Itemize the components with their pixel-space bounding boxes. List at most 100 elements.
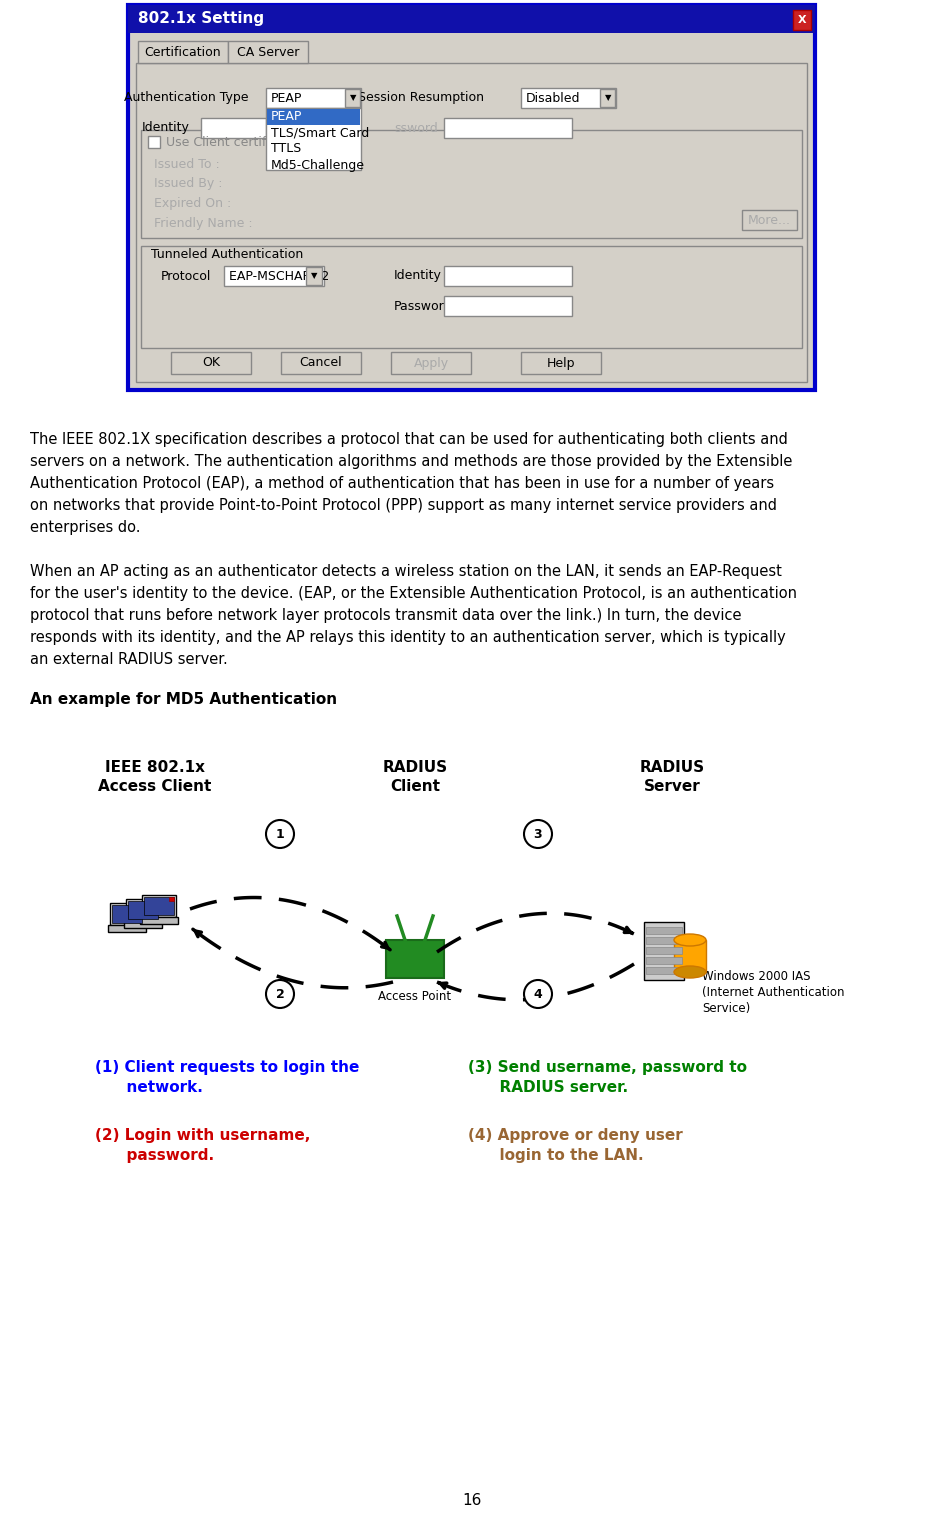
Text: Disabled: Disabled	[526, 92, 581, 104]
Bar	[646, 957, 682, 964]
Text: Apply: Apply	[413, 357, 448, 369]
Bar	[444, 296, 572, 316]
Bar	[345, 89, 360, 107]
Bar	[600, 89, 615, 107]
Text: IEEE 802.1x
Access Client: IEEE 802.1x Access Client	[98, 760, 211, 794]
Bar	[137, 905, 142, 909]
Bar	[793, 11, 811, 31]
Text: Identity: Identity	[142, 122, 190, 134]
Bar	[228, 41, 308, 63]
Text: Tunneled Authentication: Tunneled Authentication	[151, 247, 303, 261]
Text: 802.1x Setting: 802.1x Setting	[138, 12, 264, 26]
Text: TTLS: TTLS	[271, 142, 301, 156]
Bar	[108, 925, 146, 932]
Text: RADIUS
Server: RADIUS Server	[639, 760, 704, 794]
Text: An example for MD5 Authentication: An example for MD5 Authentication	[30, 691, 337, 707]
Bar	[306, 267, 322, 285]
Bar	[266, 89, 361, 108]
Bar	[142, 896, 176, 917]
Bar	[521, 353, 601, 374]
Bar	[153, 900, 158, 905]
Bar	[521, 89, 616, 108]
Text: Windows 2000 IAS
(Internet Authentication
Service): Windows 2000 IAS (Internet Authenticatio…	[702, 971, 845, 1015]
Bar	[444, 118, 572, 137]
Text: Authentication Protocol (EAP), a method of authentication that has been in use f: Authentication Protocol (EAP), a method …	[30, 476, 774, 491]
Text: Use Client certificate: Use Client certificate	[166, 136, 297, 148]
Bar	[126, 899, 160, 922]
Text: CA Server: CA Server	[237, 46, 299, 58]
Circle shape	[266, 819, 294, 848]
Bar	[136, 63, 807, 382]
Text: Cancel: Cancel	[299, 357, 343, 369]
Text: Certification: Certification	[144, 46, 221, 58]
Text: (2) Login with username,
      password.: (2) Login with username, password.	[95, 1128, 311, 1163]
Bar	[128, 900, 158, 919]
Bar	[646, 937, 682, 945]
Bar	[646, 967, 682, 974]
Text: 16: 16	[463, 1492, 481, 1508]
Text: OK: OK	[202, 357, 220, 369]
Text: for the user's identity to the device. (EAP, or the Extensible Authentication Pr: for the user's identity to the device. (…	[30, 586, 797, 601]
Text: ssword: ssword	[394, 122, 438, 134]
Bar	[742, 211, 797, 230]
Circle shape	[524, 980, 552, 1009]
Text: protocol that runs before network layer protocols transmit data over the link.) : protocol that runs before network layer …	[30, 607, 741, 623]
Text: enterprises do.: enterprises do.	[30, 520, 141, 536]
Bar	[128, 5, 815, 391]
Bar	[144, 897, 174, 916]
Text: The IEEE 802.1X specification describes a protocol that can be used for authenti: The IEEE 802.1X specification describes …	[30, 432, 788, 447]
Text: Expired On :: Expired On :	[154, 197, 231, 211]
Text: Access Point: Access Point	[379, 990, 451, 1003]
Bar	[140, 917, 178, 925]
Circle shape	[266, 980, 294, 1009]
Bar	[444, 266, 572, 285]
Bar	[201, 118, 266, 137]
Text: (3) Send username, password to
      RADIUS server.: (3) Send username, password to RADIUS se…	[468, 1061, 747, 1094]
Text: TLS/Smart Card: TLS/Smart Card	[271, 127, 369, 139]
Bar	[391, 353, 471, 374]
Text: 1: 1	[276, 827, 284, 841]
Text: X: X	[798, 15, 806, 24]
Text: responds with its identity, and the AP relays this identity to an authentication: responds with its identity, and the AP r…	[30, 630, 785, 645]
Bar	[128, 5, 815, 34]
Text: (1) Client requests to login the
      network.: (1) Client requests to login the network…	[95, 1061, 360, 1094]
Text: Identity: Identity	[394, 270, 442, 282]
Bar	[646, 926, 682, 934]
Text: PEAP: PEAP	[271, 92, 302, 104]
Bar	[281, 353, 361, 374]
Bar	[141, 130, 802, 238]
Text: Issued To :: Issued To :	[154, 157, 220, 171]
Bar	[141, 246, 802, 348]
Bar	[138, 41, 228, 63]
Text: 4: 4	[533, 987, 543, 1001]
Text: EAP-MSCHAP v2: EAP-MSCHAP v2	[229, 270, 329, 282]
Text: When an AP acting as an authenticator detects a wireless station on the LAN, it : When an AP acting as an authenticator de…	[30, 565, 782, 578]
Circle shape	[524, 819, 552, 848]
Text: Md5-Challenge: Md5-Challenge	[271, 159, 365, 171]
Bar	[171, 353, 251, 374]
Text: servers on a network. The authentication algorithms and methods are those provid: servers on a network. The authentication…	[30, 455, 792, 468]
Text: ▼: ▼	[605, 93, 612, 102]
Bar	[386, 940, 444, 978]
Bar	[646, 948, 682, 954]
Text: on networks that provide Point-to-Point Protocol (PPP) support as many internet : on networks that provide Point-to-Point …	[30, 497, 777, 513]
Bar	[644, 922, 684, 980]
Bar	[148, 136, 160, 148]
Bar	[267, 108, 360, 125]
Bar	[124, 922, 162, 928]
Ellipse shape	[674, 934, 706, 946]
Text: Password: Password	[394, 299, 452, 313]
Text: Friendly Name :: Friendly Name :	[154, 218, 253, 230]
Text: RADIUS
Client: RADIUS Client	[382, 760, 447, 794]
Text: Protocol: Protocol	[161, 270, 211, 282]
Bar	[266, 108, 361, 169]
Text: ▼: ▼	[349, 93, 356, 102]
Text: Authentication Type: Authentication Type	[124, 92, 248, 104]
Text: Issued By :: Issued By :	[154, 177, 223, 191]
Text: Help: Help	[547, 357, 575, 369]
Text: More...: More...	[748, 214, 790, 226]
Text: 2: 2	[276, 987, 284, 1001]
Text: (4) Approve or deny user
      login to the LAN.: (4) Approve or deny user login to the LA…	[468, 1128, 683, 1163]
Bar	[674, 940, 706, 972]
Ellipse shape	[674, 966, 706, 978]
